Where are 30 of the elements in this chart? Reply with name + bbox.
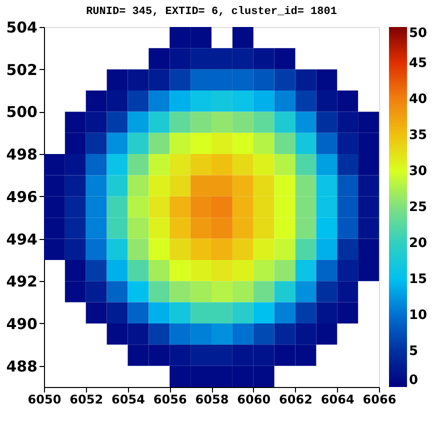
y-tick-label: 500 — [6, 103, 38, 122]
color-bar-label: 15 — [409, 272, 428, 287]
color-bar-label: 10 — [409, 308, 428, 323]
y-tick-label: 502 — [6, 60, 38, 79]
x-tick-label: 6056 — [153, 392, 187, 406]
x-tick-label: 6064 — [320, 392, 354, 406]
x-tick-label: 6066 — [362, 392, 396, 406]
color-bar-label: 5 — [409, 344, 418, 359]
x-tick-label: 6054 — [112, 392, 145, 406]
x-tick-label: 6050 — [28, 392, 62, 406]
color-bar-label: 40 — [409, 92, 428, 107]
color-bar-label: 35 — [409, 128, 428, 143]
y-tick-label: 498 — [6, 146, 38, 164]
color-bar-label: 50 — [409, 26, 428, 41]
chart-title: RUNID= 345, EXTID= 6, cluster_id= 1801 — [86, 6, 338, 18]
color-bar-label: 0 — [409, 373, 418, 388]
color-bar-label: 20 — [409, 236, 428, 251]
x-tick-label: 6060 — [237, 392, 271, 406]
color-bar-label: 25 — [409, 200, 428, 215]
x-tick-label: 6052 — [70, 392, 104, 406]
y-tick-label: 504 — [6, 18, 38, 36]
y-tick-label: 488 — [6, 357, 38, 376]
color-bar-label: 45 — [409, 56, 428, 71]
x-tick-label: 6062 — [279, 392, 312, 406]
color-bar-label: 30 — [409, 164, 428, 179]
y-tick-label: 496 — [6, 188, 38, 206]
y-tick-label: 492 — [6, 272, 38, 291]
y-tick-label: 494 — [6, 230, 38, 248]
y-tick-label: 490 — [6, 314, 38, 333]
x-tick-label: 6058 — [195, 392, 229, 406]
